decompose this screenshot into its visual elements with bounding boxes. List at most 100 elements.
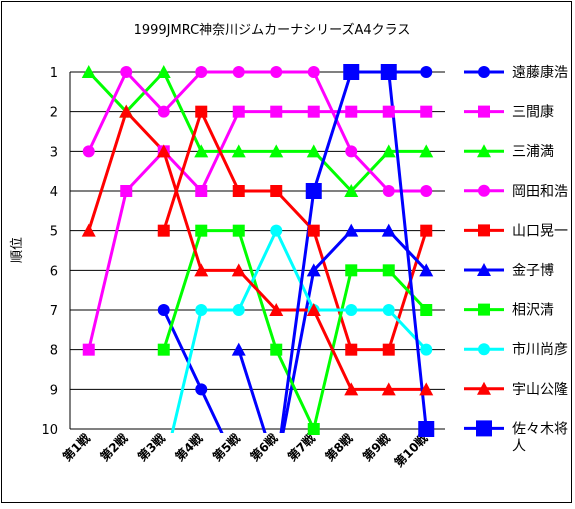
data-point [270, 66, 283, 78]
data-point [157, 304, 170, 316]
y-tick-label: 5 [50, 225, 58, 240]
data-point [270, 105, 283, 118]
legend-label: 遠藤康浩 [512, 64, 568, 81]
x-tick-label: 第8戦 [322, 430, 356, 464]
data-point [270, 343, 283, 356]
legend-label: 人 [512, 438, 526, 454]
data-point [120, 66, 133, 78]
data-point [306, 303, 321, 316]
data-point [194, 144, 209, 158]
data-point [195, 224, 208, 237]
data-point [195, 185, 208, 197]
data-point [195, 383, 208, 396]
y-tick-label: 10 [41, 423, 58, 438]
data-point [270, 185, 283, 197]
legend-label: 山口晃一 [512, 223, 568, 239]
data-point [420, 304, 433, 316]
x-tick-label: 第1戦 [59, 430, 93, 464]
data-point [382, 264, 395, 277]
legend-label: 金子博 [512, 262, 554, 279]
legend-marker [478, 303, 490, 316]
legend-label: 市川尚彦 [512, 341, 568, 358]
data-point [420, 105, 433, 118]
legend-marker [477, 263, 491, 276]
data-point [195, 105, 208, 118]
y-tick-label: 8 [50, 344, 58, 359]
y-tick-label: 7 [50, 304, 58, 319]
data-point [307, 423, 320, 435]
legend-marker [478, 343, 490, 356]
series-line [87, 70, 427, 193]
data-point [231, 144, 246, 158]
y-tick-label: 4 [50, 185, 58, 200]
data-point [232, 66, 245, 78]
y-tick-label: 6 [50, 264, 58, 279]
y-tick-label: 9 [50, 383, 58, 398]
x-tick-label: 第6戦 [247, 430, 281, 464]
legend-label: 相沢清 [512, 303, 554, 319]
data-point [231, 263, 246, 277]
data-point [345, 304, 358, 316]
x-tick-label: 第4戦 [172, 430, 206, 464]
data-point [232, 185, 245, 197]
legend-label: 佐々木将 [512, 421, 568, 437]
x-tick-label: 第9戦 [359, 430, 393, 464]
data-point [195, 66, 208, 78]
legend-marker [478, 66, 490, 78]
data-point [157, 343, 170, 356]
data-point [382, 185, 395, 197]
legend-marker [478, 105, 490, 118]
chart-frame: 1999JMRC神奈川ジムカーナシリーズA4クラス 1 2 3 4 5 6 7 8 9 10 順位… [1, 1, 572, 503]
plot-area [81, 64, 435, 437]
series-markers [81, 64, 435, 437]
data-point [382, 304, 395, 316]
data-point [307, 105, 320, 118]
legend-label: 三浦満 [512, 144, 554, 160]
data-point [419, 144, 434, 158]
data-point [382, 343, 395, 356]
y-tick-labels: 1 2 3 4 5 6 7 8 9 10 [41, 66, 58, 438]
chart: 1999JMRC神奈川ジムカーナシリーズA4クラス 1 2 3 4 5 6 7 8 9 10 順位… [10, 22, 568, 470]
data-point [156, 144, 171, 158]
series-line [237, 229, 428, 433]
data-point [157, 105, 170, 118]
data-point [381, 223, 396, 237]
x-tick-label: 第5戦 [209, 430, 243, 464]
data-point [420, 343, 433, 356]
series-line [162, 229, 428, 431]
data-point [381, 382, 396, 396]
data-point [232, 304, 245, 316]
data-point [307, 66, 320, 78]
legend-marker [478, 224, 490, 237]
data-point [419, 263, 434, 277]
data-point [345, 343, 358, 356]
data-point [344, 184, 359, 197]
data-point [194, 263, 209, 277]
data-point [307, 224, 320, 237]
data-point [81, 65, 96, 78]
x-tick-label: 第2戦 [97, 430, 131, 464]
data-point [269, 303, 284, 316]
grid-lines [69, 71, 445, 430]
chart-title: 1999JMRC神奈川ジムカーナシリーズA4クラス [134, 22, 411, 38]
data-point [232, 224, 245, 237]
data-point [269, 144, 284, 158]
data-point [420, 185, 433, 197]
data-point [305, 183, 322, 199]
data-point [344, 223, 359, 237]
legend-label: 三間康 [512, 104, 554, 121]
data-point [157, 224, 170, 237]
data-point [420, 224, 433, 237]
legend-marker [476, 420, 492, 437]
series-line [87, 70, 427, 193]
y-tick-label: 1 [50, 66, 58, 81]
data-point [82, 343, 95, 356]
y-tick-label: 3 [50, 145, 58, 160]
data-point [119, 104, 134, 118]
legend-marker [477, 381, 491, 395]
data-point [344, 382, 359, 396]
data-point [345, 145, 358, 158]
series-line [162, 110, 428, 352]
